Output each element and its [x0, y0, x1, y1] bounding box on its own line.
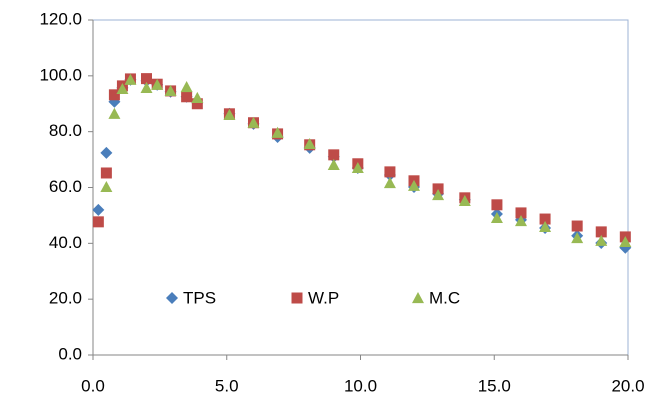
point: [92, 216, 104, 228]
point: [595, 226, 607, 238]
point: [539, 220, 552, 232]
x-tick-label: 20.0: [611, 376, 644, 395]
y-tick-label: 100.0: [39, 65, 82, 84]
point: [328, 149, 340, 161]
point: [619, 235, 632, 248]
point: [100, 167, 112, 179]
y-tick-label: 0.0: [58, 344, 82, 363]
point: [223, 108, 236, 121]
point: [351, 161, 364, 174]
point: [116, 82, 129, 95]
point: [458, 194, 471, 206]
point: [108, 89, 120, 101]
point: [327, 158, 340, 170]
point: [191, 91, 204, 103]
point: [515, 215, 527, 227]
point: [571, 220, 583, 232]
point: [432, 189, 445, 201]
point: [191, 98, 203, 110]
point: [271, 126, 284, 138]
point: [92, 203, 105, 216]
point: [124, 73, 137, 85]
point: [491, 199, 503, 211]
point: [151, 78, 164, 90]
y-tick-label: 60.0: [49, 177, 82, 196]
x-tick-label: 0.0: [81, 376, 105, 395]
point: [595, 234, 608, 246]
point: [108, 107, 121, 119]
point: [408, 179, 420, 191]
point: [100, 180, 113, 193]
point: [303, 137, 316, 150]
y-tick-label: 40.0: [49, 233, 82, 252]
point: [141, 73, 152, 85]
point: [490, 211, 503, 224]
point: [515, 207, 527, 219]
point: [180, 81, 193, 93]
legend-label: M.C: [429, 288, 460, 307]
x-tick-label: 5.0: [215, 376, 239, 395]
point: [140, 81, 153, 93]
x-tick-label: 10.0: [344, 376, 377, 395]
y-tick-label: 80.0: [49, 121, 82, 140]
point: [181, 91, 193, 103]
plot-area: [92, 19, 629, 356]
point: [432, 183, 444, 195]
point: [384, 166, 396, 178]
legend-marker: [291, 292, 303, 304]
x-tick-label: 15.0: [478, 376, 511, 395]
legend-label: TPS: [183, 288, 216, 307]
point: [100, 146, 113, 159]
point: [383, 177, 396, 189]
legend-marker: [166, 292, 178, 304]
point: [571, 232, 584, 244]
point: [539, 213, 551, 225]
legend-marker: [412, 292, 424, 304]
point: [247, 116, 260, 128]
y-tick-label: 120.0: [39, 9, 82, 28]
legend-label: W.P: [308, 288, 339, 307]
point: [164, 84, 177, 97]
y-tick-label: 20.0: [49, 289, 82, 308]
